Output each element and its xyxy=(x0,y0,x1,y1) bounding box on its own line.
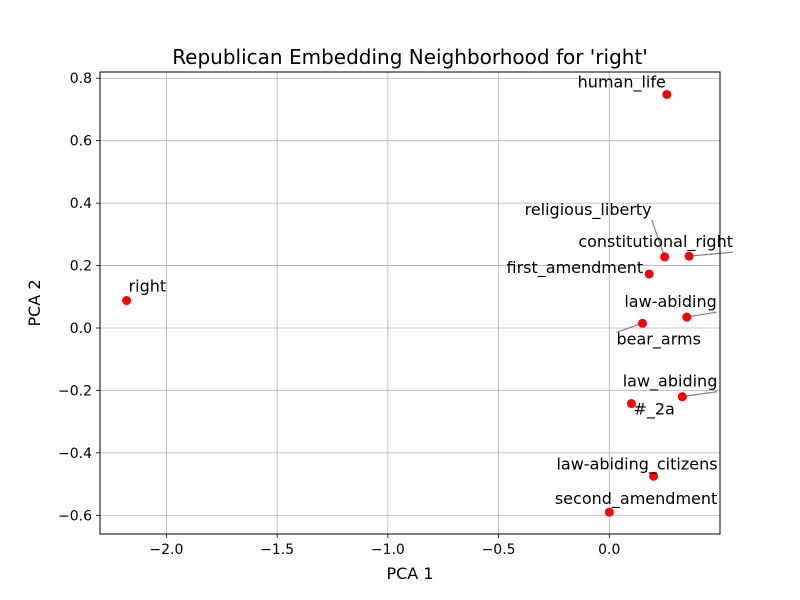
label-leader-lines xyxy=(616,219,734,405)
data-point xyxy=(626,399,636,409)
point-label: second_amendment xyxy=(555,489,717,509)
point-label: right xyxy=(129,277,167,296)
point-labels: right human_life religious_liberty constitu… xyxy=(129,72,733,509)
plot-frame xyxy=(99,71,721,535)
point-label: law-abiding xyxy=(624,292,716,311)
point-label: first_amendment xyxy=(507,258,644,278)
x-tick-label: −2.0 xyxy=(149,542,183,558)
data-point xyxy=(684,251,694,261)
y-tick-label: −0.4 xyxy=(58,446,92,462)
data-point xyxy=(122,296,132,306)
data-point xyxy=(677,392,687,402)
point-label: law-abiding_citizens xyxy=(556,454,717,474)
data-point xyxy=(649,471,659,481)
point-label: #_2a xyxy=(633,400,674,420)
data-point xyxy=(644,269,654,279)
leader-line xyxy=(688,251,734,257)
y-tick-label: 0.2 xyxy=(70,259,92,275)
y-tick-label: −0.2 xyxy=(58,383,92,399)
point-label: law_abiding xyxy=(623,372,718,392)
y-axis-label: PCA 2 xyxy=(25,279,44,326)
y-tick-label: 0.0 xyxy=(70,321,92,337)
point-label: bear_arms xyxy=(617,329,701,349)
x-tick-label: −1.5 xyxy=(260,542,294,558)
leader-line xyxy=(616,322,643,333)
point-label: constitutional_right xyxy=(578,232,733,252)
x-tick-label: −1.0 xyxy=(371,542,405,558)
data-points xyxy=(122,89,694,517)
y-tick-label: −0.6 xyxy=(58,508,92,524)
x-axis-label: PCA 1 xyxy=(386,564,433,583)
y-tick-label: 0.8 xyxy=(70,71,92,87)
x-tick-label: 0.0 xyxy=(598,542,620,558)
axis-ticks: −2.0 −1.5 −1.0 −0.5 0.0 0.8 0.6 0.4 0.2 0.0 −0.2 −0… xyxy=(58,71,620,558)
leader-line xyxy=(686,311,717,318)
x-tick-label: −0.5 xyxy=(482,542,516,558)
data-point xyxy=(662,89,672,99)
data-point xyxy=(682,312,692,322)
point-label: religious_liberty xyxy=(525,200,652,220)
data-point xyxy=(604,507,614,517)
point-label: human_life xyxy=(578,72,666,92)
y-tick-label: 0.4 xyxy=(70,196,92,212)
leader-line xyxy=(682,391,718,398)
data-point xyxy=(660,252,670,262)
y-tick-label: 0.6 xyxy=(70,134,92,150)
data-point xyxy=(638,318,647,328)
leader-line xyxy=(651,219,666,257)
chart-title: Republican Embedding Neighborhood for 'r… xyxy=(172,45,648,69)
grid-lines xyxy=(100,72,720,534)
